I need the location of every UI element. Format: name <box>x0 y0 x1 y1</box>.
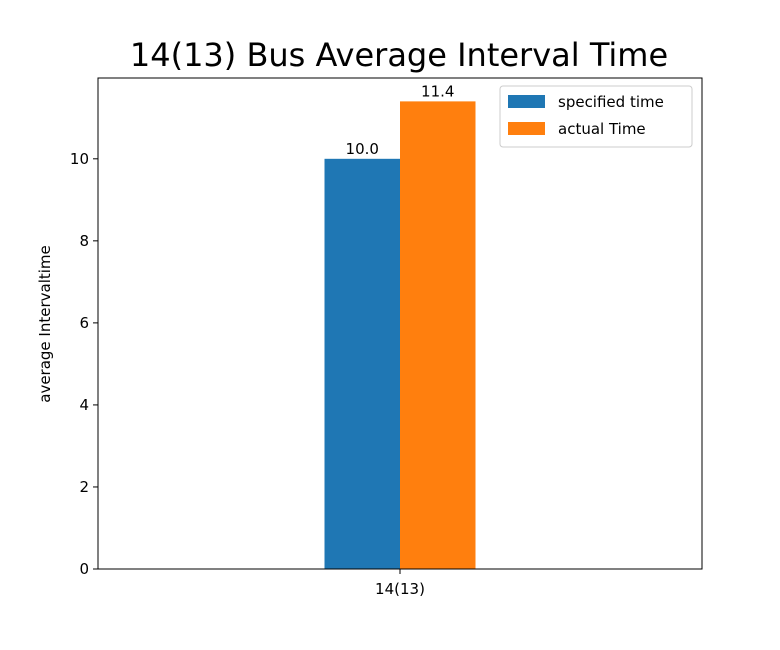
y-tick-label: 4 <box>79 396 89 414</box>
y-axis: 0 2 4 6 8 10 <box>70 150 98 578</box>
x-tick-label: 14(13) <box>375 580 425 598</box>
chart-title: 14(13) Bus Average Interval Time <box>130 36 668 74</box>
x-axis: 14(13) <box>375 569 425 598</box>
legend-swatch <box>508 122 545 135</box>
plot-frame <box>97 77 703 570</box>
legend-box <box>499 85 693 148</box>
y-axis-label: average Intervaltime <box>36 245 54 403</box>
bar-value-label: 11.4 <box>421 82 454 100</box>
bar-labels-layer: 10.0 11.4 <box>346 82 455 157</box>
legend-label: actual Time <box>558 120 646 138</box>
y-tick-label: 0 <box>79 560 89 578</box>
legend-swatch <box>508 95 545 108</box>
bars-layer <box>324 101 476 569</box>
y-tick-label: 10 <box>70 150 89 168</box>
bar-specified-time <box>324 158 400 569</box>
legend-label: specified time <box>558 93 664 111</box>
y-tick-label: 6 <box>79 314 89 332</box>
y-tick-label: 2 <box>79 478 89 496</box>
bar-value-label: 10.0 <box>346 140 379 158</box>
bar-actual-time <box>400 101 476 569</box>
legend: specified time actual Time <box>499 85 693 148</box>
y-tick-label: 8 <box>79 232 89 250</box>
